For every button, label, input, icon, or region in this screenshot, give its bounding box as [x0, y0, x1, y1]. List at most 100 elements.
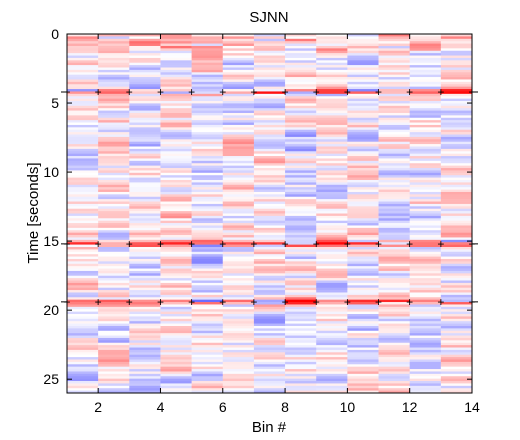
heatmap-cell	[316, 101, 348, 104]
heatmap-cell	[409, 199, 442, 202]
heatmap-cell	[378, 388, 410, 391]
heatmap-cell	[98, 139, 130, 142]
heatmap-cell	[253, 242, 286, 245]
heatmap-cell	[347, 330, 379, 334]
heatmap-cell	[316, 194, 348, 198]
heatmap-cell	[129, 359, 161, 363]
heatmap-cell	[285, 261, 317, 265]
heatmap-cell	[253, 345, 286, 348]
heatmap-cell	[191, 268, 224, 272]
event-marker: +	[188, 85, 195, 99]
heatmap-cell	[98, 302, 130, 305]
heatmap-cell	[222, 144, 255, 147]
heatmap-cell	[347, 201, 379, 205]
heatmap-cell	[316, 43, 348, 47]
heatmap-cell	[409, 144, 442, 147]
heatmap-cell	[67, 160, 99, 164]
heatmap-cell	[285, 311, 317, 315]
heatmap-cell	[285, 254, 317, 257]
heatmap-cell	[191, 211, 224, 214]
event-marker: +	[95, 237, 102, 251]
heatmap-cell	[378, 110, 410, 114]
heatmap-cell	[222, 55, 255, 59]
heatmap-cell	[160, 84, 192, 87]
heatmap-cell	[67, 278, 99, 281]
heatmap-cell	[129, 342, 161, 346]
heatmap-cell	[347, 43, 379, 47]
heatmap-cell	[160, 330, 192, 334]
heatmap-cell	[316, 285, 348, 288]
heatmap-cell	[285, 273, 317, 277]
heatmap-cell	[222, 294, 255, 298]
heatmap-cell	[191, 136, 224, 140]
heatmap-cell	[98, 347, 130, 351]
heatmap-cell	[440, 247, 473, 250]
heatmap-cell	[316, 256, 348, 260]
heatmap-cell	[409, 194, 442, 198]
heatmap-cell	[98, 136, 130, 140]
heatmap-cell	[98, 129, 130, 133]
event-marker: +	[126, 295, 133, 309]
heatmap-cell	[160, 378, 192, 382]
heatmap-cell	[191, 366, 224, 370]
heatmap-cell	[129, 201, 161, 205]
heatmap-cell	[222, 340, 255, 344]
heatmap-cell	[378, 196, 410, 200]
heatmap-cell	[378, 316, 410, 320]
heatmap-cell	[67, 213, 99, 217]
heatmap-cell	[409, 321, 442, 324]
heatmap-cell	[316, 72, 348, 75]
heatmap-cell	[191, 280, 224, 284]
heatmap-cell	[129, 50, 161, 54]
heatmap-cell	[440, 134, 473, 138]
heatmap-cell	[409, 120, 442, 123]
heatmap-cell	[347, 187, 379, 190]
heatmap-cell	[347, 175, 379, 178]
heatmap-cell	[409, 354, 442, 358]
heatmap-cell	[409, 376, 442, 379]
heatmap-cell	[440, 366, 473, 370]
heatmap-cell	[160, 89, 192, 92]
heatmap-cell	[160, 57, 192, 61]
heatmap-cell	[129, 110, 161, 114]
heatmap-cell	[98, 41, 130, 44]
heatmap-cell	[253, 333, 286, 336]
heatmap-cell	[191, 230, 224, 233]
heatmap-cell	[440, 318, 473, 322]
heatmap-cell	[316, 81, 348, 85]
heatmap-cell	[378, 304, 410, 308]
heatmap-cell	[129, 304, 161, 308]
heatmap-cell	[440, 239, 473, 243]
heatmap-cell	[316, 69, 348, 73]
heatmap-cell	[67, 72, 99, 75]
heatmap-cell	[347, 189, 379, 193]
heatmap-cell	[67, 270, 99, 274]
heatmap-cell	[191, 345, 224, 348]
heatmap-cell	[285, 36, 317, 40]
heatmap-cell	[160, 225, 192, 229]
heatmap-cell	[98, 153, 130, 157]
heatmap-cell	[409, 165, 442, 169]
heatmap-cell	[316, 247, 348, 250]
heatmap-cell	[378, 232, 410, 236]
heatmap-cell	[98, 266, 130, 269]
heatmap-cell	[253, 34, 286, 37]
heatmap-cell	[253, 388, 286, 391]
heatmap-cell	[285, 239, 317, 243]
heatmap-cell	[316, 316, 348, 320]
heatmap-cell	[316, 163, 348, 166]
heatmap-cell	[222, 124, 255, 128]
heatmap-cell	[440, 163, 473, 166]
x-tick-label: 4	[157, 399, 165, 415]
heatmap-cell	[409, 232, 442, 236]
heatmap-cell	[160, 359, 192, 363]
heatmap-cell	[378, 287, 410, 291]
heatmap-cell	[347, 261, 379, 265]
heatmap-cell	[409, 366, 442, 370]
heatmap-cell	[129, 84, 161, 87]
heatmap-cell	[67, 282, 99, 286]
heatmap-cell	[253, 237, 286, 241]
heatmap-cell	[378, 65, 410, 68]
heatmap-cell	[129, 132, 161, 135]
heatmap-cell	[222, 304, 255, 308]
